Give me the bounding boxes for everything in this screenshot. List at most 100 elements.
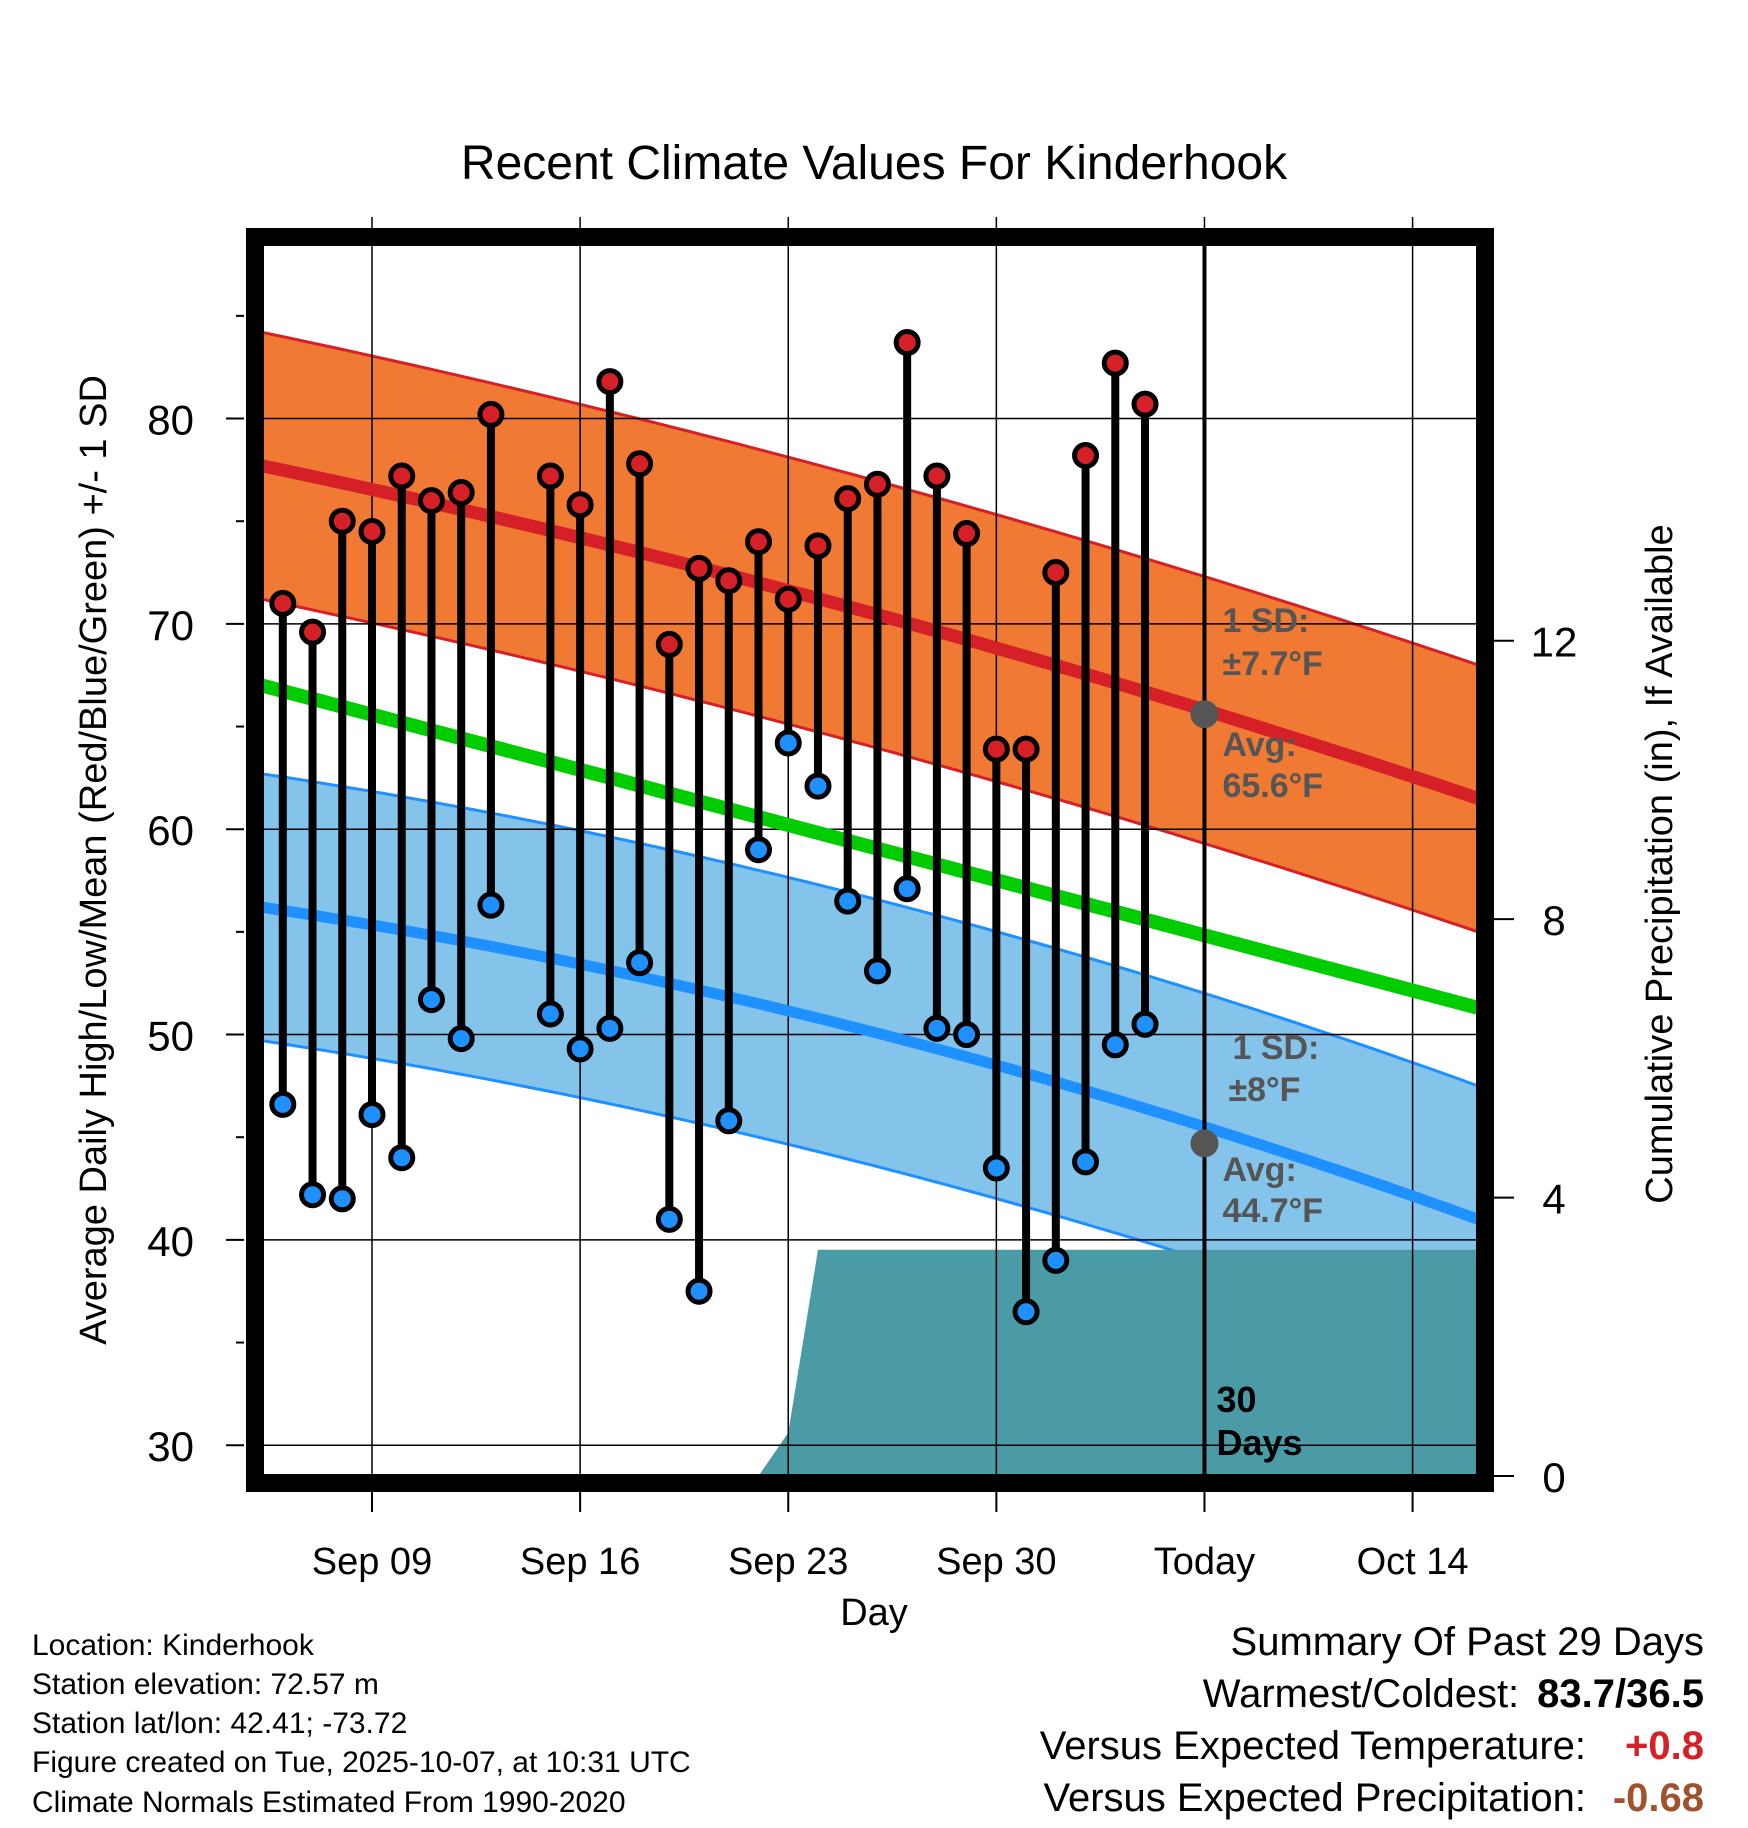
low-sd-title: 1 SD:: [1232, 1029, 1319, 1067]
daily-high-point: [358, 517, 386, 545]
daily-low-point: [923, 1014, 951, 1042]
y-tick-label: 60: [147, 807, 194, 854]
daily-high-point: [715, 567, 743, 595]
daily-low-point: [655, 1205, 683, 1233]
daily-low-point: [953, 1021, 981, 1049]
y-tick-label: 70: [147, 602, 194, 649]
daily-high-point: [953, 520, 981, 548]
daily-low-point: [299, 1181, 327, 1209]
daily-low-point: [1072, 1148, 1100, 1176]
daily-range-bars: [269, 329, 1159, 1326]
summary-temp-label: Versus Expected Temperature:: [1039, 1724, 1586, 1768]
daily-low-point: [358, 1101, 386, 1129]
today-days-unit: Days: [1216, 1422, 1302, 1463]
daily-low-point: [477, 891, 505, 919]
daily-high-point: [893, 329, 921, 357]
summary-precip-row: Versus Expected Precipitation: -0.68: [1043, 1776, 1704, 1821]
high-sd-band: [262, 332, 1478, 932]
plot-frame: [246, 228, 1494, 1492]
daily-low-point: [388, 1144, 416, 1172]
plot-border: [246, 228, 1494, 1492]
daily-low-point: [1012, 1298, 1040, 1326]
daily-high-point: [685, 554, 713, 582]
high-avg-title: Avg:: [1222, 726, 1296, 764]
meta-created: Figure created on Tue, 2025-10-07, at 10…: [32, 1746, 691, 1779]
today-high-avg-marker: [1190, 700, 1219, 729]
daily-low-point: [1131, 1010, 1159, 1038]
summary-precip-label: Versus Expected Precipitation:: [1043, 1776, 1586, 1820]
daily-high-point: [417, 487, 445, 515]
daily-low-point: [1042, 1246, 1070, 1274]
summary-precip-value: -0.68: [1612, 1776, 1704, 1820]
x-tick-label: Sep 23: [728, 1541, 848, 1583]
x-tick-label: Sep 30: [936, 1541, 1056, 1583]
daily-high-point: [596, 368, 624, 396]
daily-low-point: [596, 1014, 624, 1042]
daily-high-point: [269, 589, 297, 617]
daily-low-point: [745, 836, 773, 864]
x-tick-label: Oct 14: [1357, 1541, 1469, 1583]
precipitation-area: [758, 1249, 1478, 1476]
y2-axis-label: Cumulative Precipitation (in), If Availa…: [1639, 524, 1681, 1203]
daily-low-point: [774, 729, 802, 757]
daily-low-point: [417, 986, 445, 1014]
meta-latlon: Station lat/lon: 42.41; -73.72: [32, 1707, 408, 1740]
y2-tick-label: 4: [1542, 1176, 1565, 1223]
y2-tick-label: 0: [1542, 1454, 1565, 1501]
summary-warm-cold-row: Warmest/Coldest: 83.7/36.5: [1203, 1672, 1704, 1717]
daily-high-point: [774, 585, 802, 613]
daily-low-point: [982, 1154, 1010, 1182]
daily-high-point: [923, 462, 951, 490]
y-tick-label: 40: [147, 1218, 194, 1265]
x-axis-label: Day: [840, 1592, 908, 1634]
daily-high-point: [1101, 349, 1129, 377]
daily-low-point: [893, 875, 921, 903]
meta-location: Location: Kinderhook: [32, 1629, 314, 1662]
low-sd-band: [262, 773, 1478, 1353]
daily-low-point: [447, 1025, 475, 1053]
daily-low-point: [269, 1090, 297, 1118]
daily-low-point: [626, 949, 654, 977]
y2-tick-label: 12: [1531, 619, 1578, 666]
daily-low-point: [804, 772, 832, 800]
daily-high-point: [982, 735, 1010, 763]
daily-high-point: [834, 485, 862, 513]
y2-tick-label: 8: [1542, 897, 1565, 944]
y-tick-label: 50: [147, 1013, 194, 1060]
today-days-count: 30: [1216, 1379, 1256, 1420]
low-avg-title: Avg:: [1222, 1151, 1296, 1189]
daily-high-point: [328, 507, 356, 535]
daily-high-point: [745, 528, 773, 556]
daily-high-point: [1072, 441, 1100, 469]
daily-high-point: [1131, 390, 1159, 418]
daily-high-point: [566, 491, 594, 519]
daily-high-point: [655, 630, 683, 658]
daily-low-point: [566, 1035, 594, 1063]
y-tick-label: 30: [147, 1423, 194, 1470]
high-avg-value: 65.6°F: [1222, 767, 1323, 805]
daily-high-point: [388, 462, 416, 490]
daily-high-point: [536, 462, 564, 490]
daily-high-point: [1042, 559, 1070, 587]
daily-high-point: [863, 470, 891, 498]
low-avg-value: 44.7°F: [1222, 1192, 1323, 1230]
x-tick-label: Today: [1154, 1541, 1255, 1583]
summary-warm-cold-label: Warmest/Coldest:: [1202, 1672, 1520, 1716]
x-tick-label: Sep 09: [312, 1541, 432, 1583]
meta-normals: Climate Normals Estimated From 1990-2020: [32, 1786, 626, 1819]
summary-warm-cold-value: 83.7/36.5: [1537, 1672, 1704, 1716]
daily-low-point: [328, 1185, 356, 1213]
daily-high-point: [477, 400, 505, 428]
low-sd-value: ±8°F: [1228, 1071, 1300, 1109]
daily-low-point: [715, 1107, 743, 1135]
high-sd-title: 1 SD:: [1222, 602, 1309, 640]
daily-high-point: [626, 450, 654, 478]
x-tick-label: Sep 16: [520, 1541, 640, 1583]
summary-temp-row: Versus Expected Temperature: +0.8: [1040, 1724, 1704, 1769]
daily-low-point: [685, 1277, 713, 1305]
meta-elevation: Station elevation: 72.57 m: [32, 1668, 379, 1701]
